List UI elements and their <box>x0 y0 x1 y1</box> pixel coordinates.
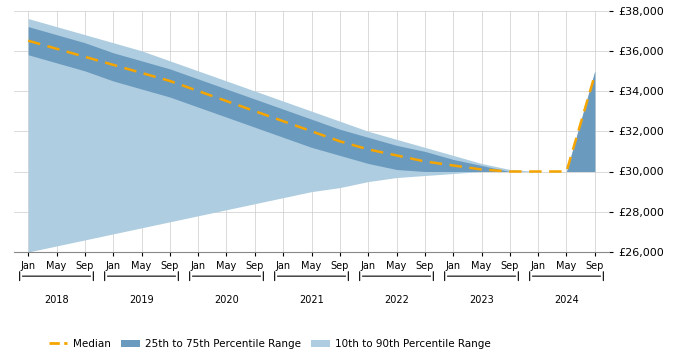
Text: 2021: 2021 <box>299 295 324 306</box>
Text: 2020: 2020 <box>214 295 239 306</box>
Legend: Median, 25th to 75th Percentile Range, 10th to 90th Percentile Range: Median, 25th to 75th Percentile Range, 1… <box>45 335 495 350</box>
Text: 2023: 2023 <box>469 295 494 306</box>
Text: 2024: 2024 <box>554 295 579 306</box>
Text: 2018: 2018 <box>44 295 69 306</box>
Text: 2022: 2022 <box>384 295 409 306</box>
Text: 2019: 2019 <box>130 295 154 306</box>
